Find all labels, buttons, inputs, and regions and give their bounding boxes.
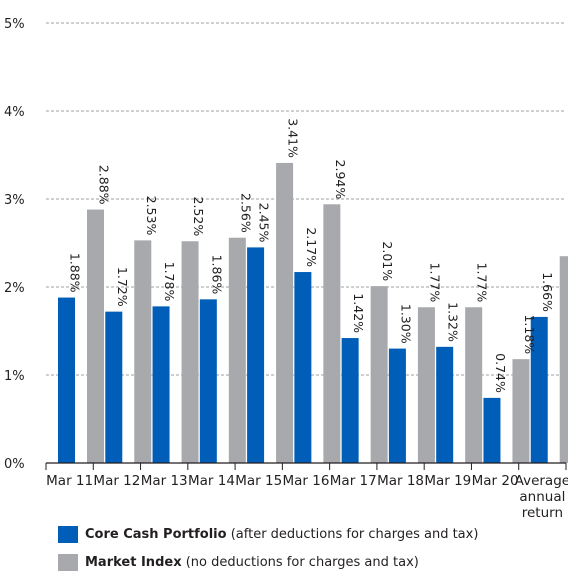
x-tick-label: return (522, 505, 563, 521)
data-label: 1.78% (162, 262, 177, 302)
data-label: 0.74% (493, 353, 508, 393)
legend-item-core-cash: Core Cash Portfolio (after deductions fo… (58, 526, 478, 543)
bar (294, 272, 311, 463)
bar (87, 210, 104, 463)
bar (200, 299, 217, 463)
x-tick-label: annual (519, 489, 565, 505)
data-label: 2.01% (380, 241, 395, 281)
x-tick-label: Mar 13 (141, 473, 188, 489)
bar (389, 349, 406, 463)
y-tick-label: 1% (4, 369, 25, 384)
data-label: 1.88% (68, 253, 83, 293)
bar (371, 286, 388, 463)
bar (512, 359, 529, 463)
data-label: 1.18% (522, 314, 537, 354)
y-tick-label: 0% (4, 457, 25, 472)
data-label: 1.30% (398, 304, 413, 344)
data-label: 1.77% (427, 263, 442, 303)
data-label: 1.72% (115, 267, 130, 307)
y-axis: 0% 1% 2% 3% 4% 5% (4, 17, 25, 472)
legend-item-market-index: Market Index (no deductions for charges … (58, 554, 419, 571)
bar (465, 307, 482, 463)
data-label: 1.42% (351, 293, 366, 333)
data-label: 1.66% (540, 272, 555, 312)
y-tick-label: 3% (4, 193, 25, 208)
bars (58, 163, 568, 463)
x-tick-label: Mar 17 (330, 473, 377, 489)
bar (418, 307, 435, 463)
data-label: 2.94% (333, 160, 348, 200)
x-tick-label: Mar 12 (93, 473, 140, 489)
legend-swatch-core-cash (58, 526, 78, 543)
bar (323, 204, 340, 463)
bar (560, 256, 568, 463)
data-label: 2.53% (144, 196, 159, 236)
legend-swatch-market-index (58, 554, 78, 571)
y-tick-label: 4% (4, 105, 25, 120)
bar (58, 298, 75, 463)
x-tick-label: Mar 11 (46, 473, 93, 489)
bar (436, 347, 453, 463)
legend-series-name: Core Cash Portfolio (85, 527, 227, 542)
data-label: 2.52% (191, 197, 206, 237)
legend-series-note: (no deductions for charges and tax) (182, 555, 419, 570)
x-tick-label: Mar 16 (283, 473, 330, 489)
x-tick-label: Mar 18 (377, 473, 424, 489)
bar (229, 238, 246, 463)
data-label: 2.45% (257, 203, 272, 243)
y-tick-label: 5% (4, 17, 25, 32)
y-tick-label: 2% (4, 281, 25, 296)
x-tick-label: Average (515, 473, 568, 489)
x-tick-label: Mar 20 (472, 473, 519, 489)
bar (247, 247, 264, 463)
bar (483, 398, 500, 463)
x-tick-label: Mar 14 (188, 473, 235, 489)
bar (153, 306, 170, 463)
legend-series-name: Market Index (85, 555, 182, 570)
bar (134, 240, 151, 463)
data-label: 1.86% (209, 255, 224, 295)
legend-series-note: (after deductions for charges and tax) (227, 527, 479, 542)
bar (105, 312, 122, 463)
data-label: 2.88% (97, 165, 112, 205)
data-label: 2.17% (304, 227, 319, 267)
bar (182, 241, 199, 463)
x-tick-label: Mar 15 (235, 473, 282, 489)
data-label: 3.41% (286, 118, 301, 158)
data-label: 1.32% (446, 302, 461, 342)
data-label: 2.56% (238, 193, 253, 233)
data-label: 1.77% (475, 263, 490, 303)
bar (276, 163, 293, 463)
bar (342, 338, 359, 463)
x-tick-label: Mar 19 (424, 473, 471, 489)
